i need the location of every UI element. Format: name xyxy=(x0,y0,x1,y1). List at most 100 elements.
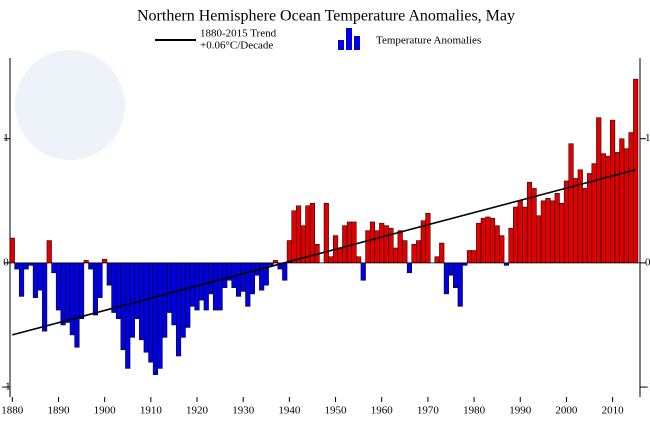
bar xyxy=(337,247,343,264)
bar xyxy=(148,262,154,363)
bar xyxy=(600,153,606,264)
bar xyxy=(360,262,366,281)
bar xyxy=(88,262,94,270)
bar xyxy=(383,225,389,264)
bar xyxy=(596,117,602,264)
bar xyxy=(134,262,140,320)
bar xyxy=(586,173,593,264)
bar xyxy=(489,217,496,264)
bar xyxy=(568,143,574,264)
legend-trend-label: 1880-2015 Trend xyxy=(200,28,277,40)
bar xyxy=(296,205,302,264)
bar xyxy=(434,256,440,264)
x-tick-label: 1930 xyxy=(232,405,255,417)
y-tick-label: 1 xyxy=(3,132,9,144)
bar xyxy=(605,155,611,264)
trend-line xyxy=(12,168,636,336)
x-tick-label: 1920 xyxy=(186,405,209,417)
bar xyxy=(393,247,399,264)
bar xyxy=(536,215,542,264)
bar xyxy=(157,262,163,369)
bar xyxy=(286,240,292,264)
bar xyxy=(443,262,449,295)
bar xyxy=(494,225,500,264)
bar xyxy=(189,262,195,307)
bar xyxy=(369,221,376,264)
bar xyxy=(346,221,352,264)
bar xyxy=(240,262,246,292)
x-tick-label: 1910 xyxy=(140,405,163,417)
bar xyxy=(485,216,491,264)
bar xyxy=(23,262,29,270)
bar xyxy=(406,262,412,274)
bar xyxy=(185,262,191,328)
y-tick-label: 0 xyxy=(645,256,650,268)
bar xyxy=(92,262,98,316)
bar xyxy=(328,256,334,264)
bar xyxy=(540,200,546,264)
bar xyxy=(388,227,394,264)
bar xyxy=(416,240,422,264)
bar xyxy=(526,181,533,264)
bar xyxy=(203,262,209,311)
bar xyxy=(175,262,182,357)
bar xyxy=(162,262,168,338)
bar xyxy=(323,203,329,264)
x-tick-label: 1880 xyxy=(1,405,24,417)
bar xyxy=(374,230,380,264)
bar xyxy=(199,262,205,301)
bar xyxy=(32,262,38,298)
bar xyxy=(550,200,556,264)
bar xyxy=(411,244,417,264)
bar xyxy=(79,262,85,320)
x-tick-label: 2010 xyxy=(602,405,625,417)
x-tick-label: 1970 xyxy=(417,405,440,417)
bar xyxy=(466,250,473,264)
bar xyxy=(397,230,403,264)
bar xyxy=(623,148,630,264)
bar xyxy=(457,262,463,307)
x-tick-label: 2000 xyxy=(555,405,578,417)
bar xyxy=(106,262,112,286)
x-tick-label: 1960 xyxy=(371,405,394,417)
bar xyxy=(171,262,177,326)
bar xyxy=(129,262,135,338)
bar xyxy=(531,188,537,264)
bar xyxy=(628,132,634,264)
y-tick-label: -1 xyxy=(1,381,10,393)
bar xyxy=(208,262,214,295)
bar xyxy=(614,152,620,264)
bar xyxy=(402,240,408,264)
x-tick-label: 1900 xyxy=(94,405,117,417)
bar xyxy=(559,203,565,264)
bar xyxy=(74,262,80,348)
x-tick-label: 1980 xyxy=(463,405,486,417)
y-tick-label: 0 xyxy=(3,256,9,268)
bar xyxy=(180,262,186,338)
bar xyxy=(42,262,48,332)
legend-bar xyxy=(346,28,352,50)
bar xyxy=(217,262,223,311)
bar xyxy=(545,198,551,264)
bar xyxy=(152,262,159,375)
bar xyxy=(554,193,560,264)
trend-annotation: +0.06°C/Decade xyxy=(200,40,273,52)
bar xyxy=(212,262,219,311)
bar xyxy=(476,222,482,264)
logo-watermark xyxy=(15,50,125,160)
bar xyxy=(517,200,523,264)
bar xyxy=(379,222,385,264)
bar xyxy=(102,258,108,264)
bar xyxy=(115,262,122,320)
bar xyxy=(356,256,362,264)
legend-bar xyxy=(354,36,360,50)
bar xyxy=(582,188,588,264)
bar xyxy=(591,163,597,264)
bar xyxy=(60,262,66,326)
bar xyxy=(309,203,316,264)
bar xyxy=(69,262,75,336)
bar xyxy=(65,262,71,323)
bar xyxy=(513,206,519,264)
y-tick-label: 1 xyxy=(645,132,650,144)
x-tick-label: 1950 xyxy=(325,405,348,417)
